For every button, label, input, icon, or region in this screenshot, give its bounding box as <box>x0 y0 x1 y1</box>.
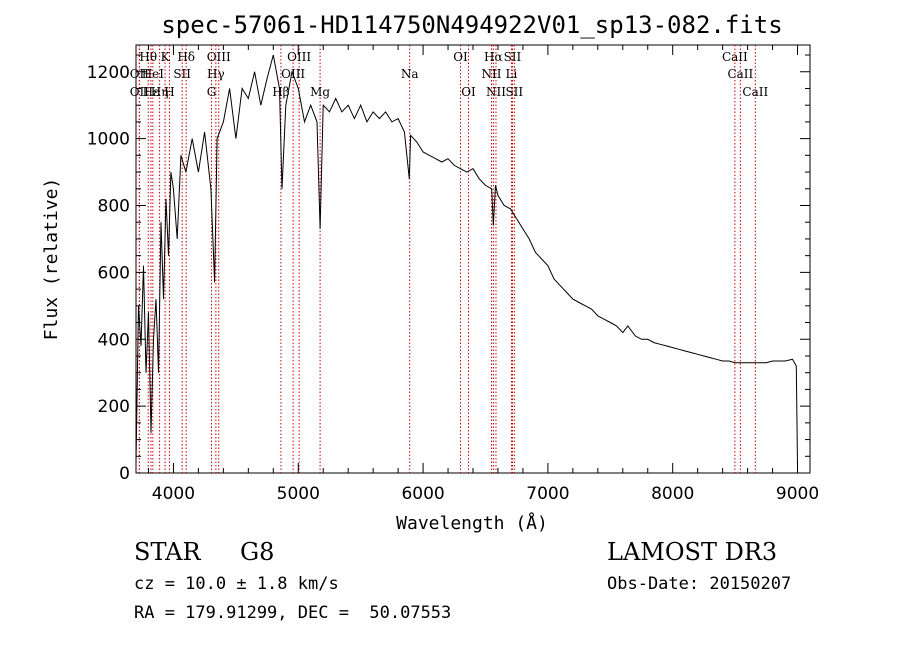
emission-line-label: SII <box>504 50 522 64</box>
redshift-cz: cz = 10.0 ± 1.8 km/s <box>134 574 339 594</box>
y-tick-label: 1000 <box>87 130 130 150</box>
emission-line-label: H <box>164 85 174 99</box>
emission-line-label: Hη <box>151 85 169 99</box>
y-axis: 0 200 400 600 800 1000 1200 <box>87 54 810 484</box>
emission-line-label: OII <box>130 85 150 99</box>
emission-line-label: Hα <box>484 50 503 64</box>
emission-line-label: Mg <box>310 85 330 99</box>
x-tick-label: 9000 <box>776 484 819 504</box>
emission-line-label: CaII <box>722 50 748 64</box>
emission-line-label: SII <box>173 67 191 81</box>
emission-line-label: OII <box>130 67 150 81</box>
y-tick-label: 0 <box>119 464 130 484</box>
y-tick-label: 600 <box>98 263 130 283</box>
y-tick-label: 1200 <box>87 63 130 83</box>
chart-title: spec-57061-HD114750N494922V01_sp13-082.f… <box>161 11 782 39</box>
emission-line-label: NII <box>481 67 501 81</box>
spectrum-line <box>135 54 798 467</box>
emission-line-label: NII <box>486 85 506 99</box>
emission-line-label: Li <box>506 67 518 81</box>
emission-line-label: Hδ <box>177 50 195 64</box>
emission-line-label: CaII <box>727 67 753 81</box>
coordinates: RA = 179.91299, DEC = 50.07553 <box>134 603 452 623</box>
emission-line-label: K <box>161 50 171 64</box>
emission-line-markers <box>138 45 756 473</box>
emission-line-label: OIII <box>207 50 231 64</box>
y-axis-label: Flux (relative) <box>41 178 62 341</box>
x-tick-label: 6000 <box>401 484 444 504</box>
emission-line-label: SII <box>505 85 523 99</box>
observation-date: Obs-Date: 20150207 <box>607 574 792 594</box>
emission-line-label: Na <box>401 67 419 81</box>
x-tick-label: 8000 <box>651 484 694 504</box>
spectral-subclass: G8 <box>240 538 275 566</box>
object-class: STAR <box>134 538 201 566</box>
emission-line-label: Hε <box>143 85 160 99</box>
y-tick-label: 200 <box>98 397 130 417</box>
emission-line-label: G <box>207 85 217 99</box>
x-axis-label: Wavelength (Å) <box>396 512 548 534</box>
emission-line-label: Hγ <box>207 67 225 81</box>
emission-line-label: OIII <box>287 50 311 64</box>
x-tick-label: 7000 <box>526 484 569 504</box>
emission-line-label: Hβ <box>272 85 289 99</box>
emission-line-label: Hθ <box>139 50 157 64</box>
survey-label: LAMOST DR3 <box>607 538 778 566</box>
x-tick-label: 4000 <box>152 484 195 504</box>
y-tick-label: 800 <box>98 197 130 217</box>
emission-line-label: HeI <box>142 67 165 81</box>
emission-line-label: OI <box>461 85 476 99</box>
y-tick-label: 400 <box>98 330 130 350</box>
emission-line-label: CaII <box>742 85 768 99</box>
x-axis: 4000 5000 6000 7000 8000 9000 <box>147 45 819 504</box>
emission-line-label: OI <box>453 50 468 64</box>
x-tick-label: 5000 <box>277 484 320 504</box>
plot-frame <box>135 44 811 474</box>
